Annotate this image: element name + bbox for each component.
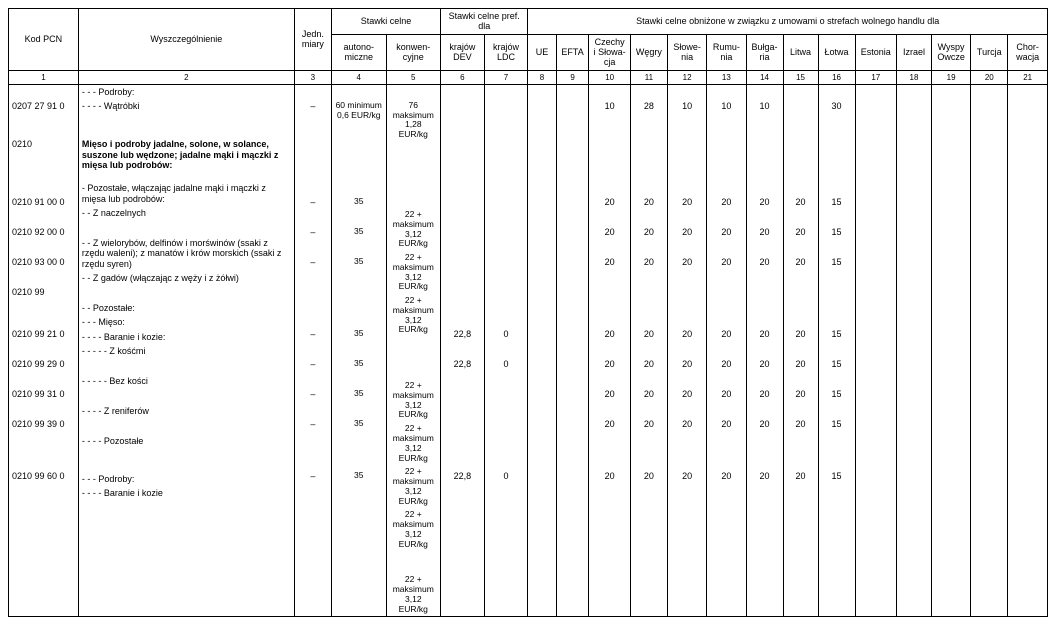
col-num: 1 (9, 70, 79, 84)
hdr-kod: Kod PCN (9, 9, 79, 71)
hdr-chorwacja: Chor-wacja (1008, 34, 1048, 70)
hdr-lotwa: Łotwa (818, 34, 855, 70)
col-c11: 282020202020202020 (630, 84, 667, 617)
hdr-turcja: Turcja (971, 34, 1008, 70)
col-c13: 102020202020202020 (707, 84, 746, 617)
hdr-stawki-celne: Stawki celne (331, 9, 440, 35)
col-code: 0207 27 91 002100210 91 00 00210 92 00 0… (9, 84, 79, 617)
hdr-konw: konwen-cyjne (386, 34, 441, 70)
col-c15: 2020202020202020 (783, 84, 818, 617)
hdr-wyspy: Wyspy Owcze (931, 34, 970, 70)
col-num: 14 (746, 70, 783, 84)
col-num: 9 (556, 70, 589, 84)
col-dev: 22,822,822,8 (441, 84, 485, 617)
col-num: 16 (818, 70, 855, 84)
tariff-table: Kod PCN Wyszczególnienie Jedn. miary Sta… (8, 8, 1048, 617)
col-num: 5 (386, 70, 441, 84)
col-c10: 102020202020202020 (589, 84, 630, 617)
col-num: 7 (484, 70, 528, 84)
col-num: 19 (931, 70, 970, 84)
col-c17 (855, 84, 896, 617)
col-c16: 301515151515151515 (818, 84, 855, 617)
col-num: 20 (971, 70, 1008, 84)
col-num: 15 (783, 70, 818, 84)
hdr-jedn: Jedn. miary (294, 9, 331, 71)
hdr-wysz: Wyszczególnienie (78, 9, 294, 71)
col-jedn: ––––––––– (294, 84, 331, 617)
hdr-efta: EFTA (556, 34, 589, 70)
col-num: 12 (667, 70, 706, 84)
table-header: Kod PCN Wyszczególnienie Jedn. miary Sta… (9, 9, 1048, 85)
hdr-stawki-obn: Stawki celne obniżone w związku z umowam… (528, 9, 1048, 35)
col-num: 2 (78, 70, 294, 84)
col-konw: 76 maksimum 1,28 EUR/kg22 + maksimum 3,1… (386, 84, 441, 617)
column-number-row: 123456789101112131415161718192021 (9, 70, 1048, 84)
col-num: 10 (589, 70, 630, 84)
hdr-wegry: Węgry (630, 34, 667, 70)
col-c21 (1008, 84, 1048, 617)
hdr-slowenia: Słowe-nia (667, 34, 706, 70)
hdr-ldc: krajów LDC (484, 34, 528, 70)
col-c14: 102020202020202020 (746, 84, 783, 617)
hdr-dev: krajów DEV (441, 34, 485, 70)
col-num: 6 (441, 70, 485, 84)
col-num: 17 (855, 70, 896, 84)
col-c19 (931, 84, 970, 617)
col-efta (556, 84, 589, 617)
col-num: 8 (528, 70, 556, 84)
hdr-auto: autono-miczne (331, 34, 386, 70)
col-c20 (971, 84, 1008, 617)
hdr-izrael: Izrael (897, 34, 932, 70)
col-num: 21 (1008, 70, 1048, 84)
hdr-ue: UE (528, 34, 556, 70)
table-body: 0207 27 91 002100210 91 00 00210 92 00 0… (9, 84, 1048, 617)
hdr-stawki-pref: Stawki celne pref. dla (441, 9, 528, 35)
col-auto: 60 minimum 0,6 EUR/kg3535353535353535 (331, 84, 386, 617)
col-ldc: 000 (484, 84, 528, 617)
col-num: 18 (897, 70, 932, 84)
hdr-bulgaria: Bułga-ria (746, 34, 783, 70)
col-desc: - - - Podroby:- - - - WątróbkiMięso i po… (78, 84, 294, 617)
hdr-czechy: Czechy i Słowa-cja (589, 34, 630, 70)
col-num: 3 (294, 70, 331, 84)
hdr-rumunia: Rumu-nia (707, 34, 746, 70)
col-c18 (897, 84, 932, 617)
col-num: 11 (630, 70, 667, 84)
col-ue (528, 84, 556, 617)
hdr-litwa: Litwa (783, 34, 818, 70)
col-num: 13 (707, 70, 746, 84)
hdr-estonia: Estonia (855, 34, 896, 70)
col-num: 4 (331, 70, 386, 84)
col-c12: 102020202020202020 (667, 84, 706, 617)
